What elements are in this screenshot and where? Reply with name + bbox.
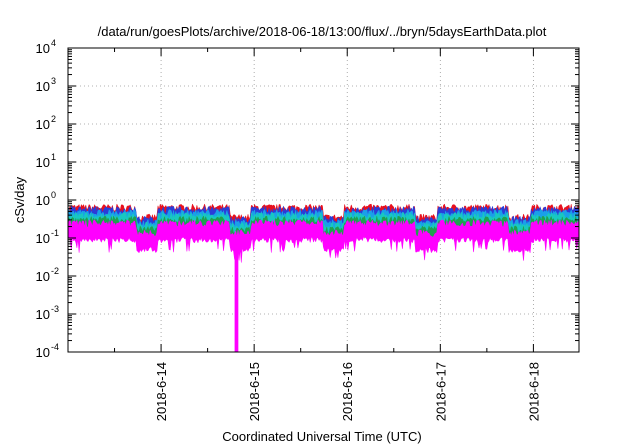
y-tick-exponent: 3 [51,76,56,86]
chart-title: /data/run/goesPlots/archive/2018-06-18/1… [98,24,547,39]
series-layer [67,203,580,352]
y-tick-label: 10 [36,307,50,322]
x-axis-ticks: 2018-6-14 2018-6-15 2018-6-16 2018-6-17 2018… [114,48,541,421]
y-tick-exponent: -3 [51,304,59,314]
x-axis-label: Coordinated Universal Time (UTC) [222,429,421,444]
y-tick-exponent: 2 [51,114,56,124]
y-tick-exponent: 4 [51,38,56,48]
y-tick-exponent: 1 [51,152,56,162]
y-tick-label: 10 [36,231,50,246]
y-tick-label: 10 [36,269,50,284]
grid-lines [68,48,579,352]
y-tick-label: 10 [36,345,50,360]
y-tick-exponent: -2 [51,266,59,276]
y-tick-exponent: -4 [51,342,59,352]
x-tick-label: 2018-6-15 [247,362,262,421]
y-axis-label: cSv/day [12,176,27,223]
y-tick-label: 10 [36,155,50,170]
x-tick-label: 2018-6-18 [526,362,541,421]
y-tick-label: 10 [36,117,50,132]
y-tick-exponent: 0 [51,190,56,200]
x-tick-label: 2018-6-14 [154,362,169,421]
y-tick-label: 10 [36,79,50,94]
x-tick-label: 2018-6-17 [433,362,448,421]
y-tick-exponent: -1 [51,228,59,238]
y-tick-label: 10 [36,41,50,56]
dropout-spike [234,238,239,352]
y-tick-label: 10 [36,193,50,208]
x-tick-label: 2018-6-16 [340,362,355,421]
